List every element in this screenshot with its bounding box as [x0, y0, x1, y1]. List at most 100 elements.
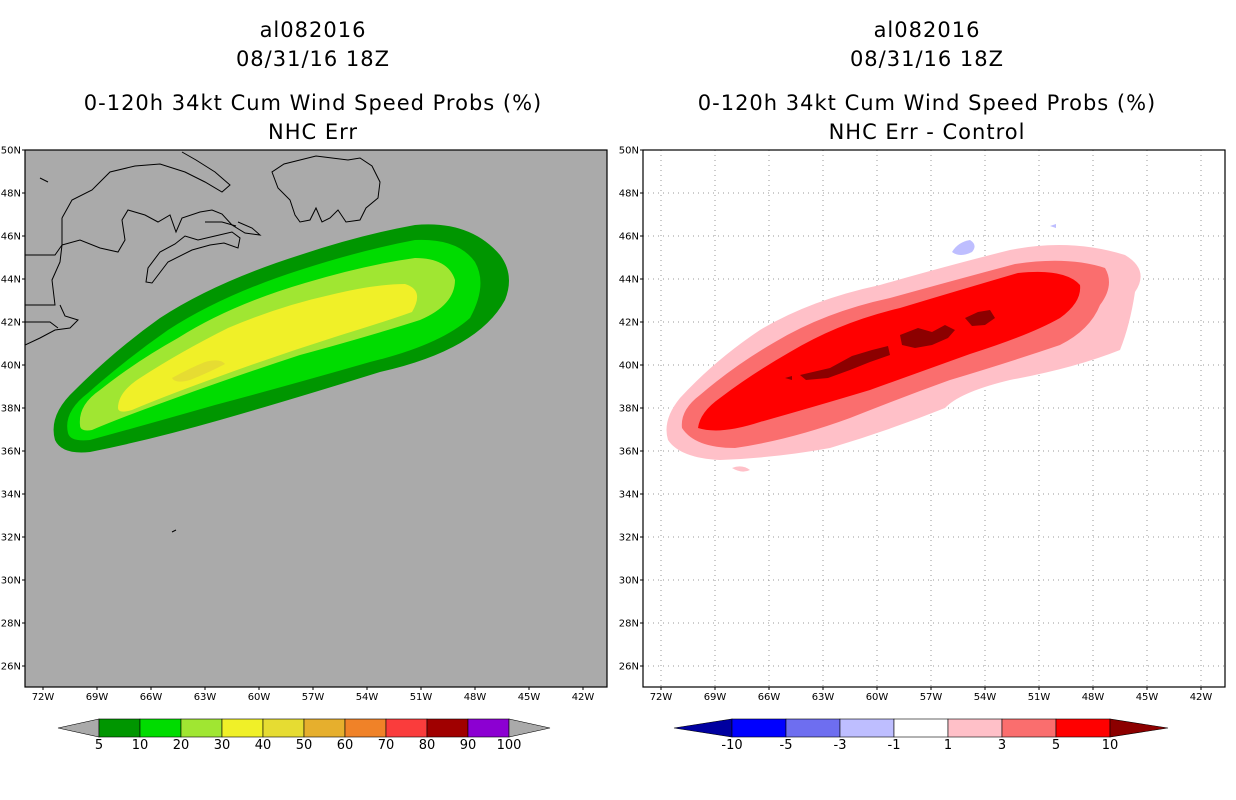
left-colorbar-swatch — [385, 718, 428, 738]
left-colorbar-swatch — [344, 718, 387, 738]
right-lon-label: 45W — [1136, 692, 1159, 703]
right-difference-contours — [666, 224, 1141, 472]
right-lon-label: 57W — [920, 692, 943, 703]
right-lat-label: 30N — [619, 576, 639, 587]
left-storm-id: al082016 — [259, 18, 367, 42]
diff-contour-1-small — [732, 466, 750, 472]
left-colorbar-label: 60 — [337, 738, 354, 753]
left-lat-label: 26N — [1, 662, 21, 673]
right-lat-label: 26N — [619, 662, 639, 673]
right-colorbar-label: 1 — [944, 738, 952, 753]
right-lon-label: 72W — [650, 692, 673, 703]
left-lon-label: 60W — [248, 692, 271, 703]
left-lon-label: 57W — [302, 692, 325, 703]
left-lon-label: 42W — [572, 692, 595, 703]
diff-contour-10-d — [785, 376, 792, 380]
prob-contour-40 — [172, 360, 225, 382]
right-product-title: 0-120h 34kt Cum Wind Speed Probs (%) — [697, 91, 1157, 115]
right-lon-axis: 72W 69W 66W 63W 60W 57W 54W 51W 48W 45W 42W — [650, 687, 1213, 703]
left-colorbar-label: 50 — [296, 738, 313, 753]
left-lon-label: 45W — [518, 692, 541, 703]
right-lat-label: 36N — [619, 447, 639, 458]
right-lon-label: 42W — [1190, 692, 1213, 703]
left-colorbar-label: 10 — [132, 738, 149, 753]
right-lon-label: 48W — [1082, 692, 1105, 703]
left-map-frame — [24, 149, 608, 688]
right-lat-label: 42N — [619, 318, 639, 329]
left-lon-label: 63W — [194, 692, 217, 703]
right-colorbar-swatch — [1001, 718, 1057, 738]
left-datetime: 08/31/16 18Z — [235, 47, 391, 71]
right-lon-label: 54W — [974, 692, 997, 703]
left-lat-label: 36N — [1, 447, 21, 458]
left-map-panel: 50N48N46N44N42N40N38N36N34N32N30N28N26N … — [1, 146, 608, 703]
left-colorbar-swatch — [139, 718, 182, 738]
right-lat-label: 40N — [619, 361, 639, 372]
right-colorbar-swatch — [893, 718, 949, 738]
left-lon-label: 54W — [356, 692, 379, 703]
left-lat-label: 50N — [1, 146, 21, 157]
left-lat-label: 46N — [1, 232, 21, 243]
left-lon-label: 48W — [464, 692, 487, 703]
right-lat-label: 38N — [619, 404, 639, 415]
left-lat-label: 28N — [1, 619, 21, 630]
left-colorbar-swatch — [303, 718, 346, 738]
diff-contour-10-a — [800, 346, 890, 380]
left-colorbar-label: 30 — [214, 738, 231, 753]
right-lat-label: 34N — [619, 490, 639, 501]
right-lat-axis: 50N 48N 46N 44N 42N 40N 38N 36N 34N 32N 30N 28N 26N — [619, 146, 643, 673]
right-lat-label: 28N — [619, 619, 639, 630]
left-lat-label: 34N — [1, 490, 21, 501]
left-colorbar-swatch — [98, 718, 141, 738]
left-product-title: 0-120h 34kt Cum Wind Speed Probs (%) — [83, 91, 543, 115]
right-colorbar-label: 3 — [998, 738, 1006, 753]
right-lat-label: 32N — [619, 533, 639, 544]
prob-contour-30 — [118, 284, 418, 412]
left-colorbar-swatch — [262, 718, 305, 738]
left-lat-label: 48N — [1, 189, 21, 200]
left-colorbar-swatch — [467, 718, 510, 738]
diff-contour-10-b — [900, 325, 955, 348]
left-colorbar-label: 100 — [497, 738, 522, 753]
right-datetime: 08/31/16 18Z — [849, 47, 1005, 71]
left-lon-axis: 72W 69W 66W 63W 60W 57W 54W 51W 48W 45W 42W — [32, 687, 595, 703]
right-lon-label: 69W — [704, 692, 727, 703]
right-lon-label: 60W — [866, 692, 889, 703]
left-lat-axis: 50N 48N 46N 44N 42N 40N 38N 36N 34N 32N 30N 28N 26N — [1, 146, 25, 673]
left-colorbar-label: 70 — [378, 738, 395, 753]
left-colorbar-swatch — [221, 718, 264, 738]
left-colorbar-swatch — [426, 718, 469, 738]
right-lat-label: 46N — [619, 232, 639, 243]
right-colorbar-label: -3 — [834, 738, 847, 753]
right-colorbar-low-arrow — [673, 718, 733, 738]
left-lat-label: 40N — [1, 361, 21, 372]
left-lon-label: 66W — [140, 692, 163, 703]
right-colorbar-label: 10 — [1102, 738, 1119, 753]
right-colorbar-swatch — [947, 718, 1003, 738]
left-lat-label: 32N — [1, 533, 21, 544]
left-colorbar-low-arrow — [57, 718, 100, 738]
left-colorbar-label: 80 — [419, 738, 436, 753]
right-lat-label: 48N — [619, 189, 639, 200]
right-lat-label: 50N — [619, 146, 639, 157]
right-colorbar-label: -1 — [888, 738, 901, 753]
diff-contour-10-c — [965, 310, 995, 326]
right-lon-label: 63W — [812, 692, 835, 703]
left-colorbar: 5 10 20 30 40 50 60 70 80 90 100 — [57, 718, 551, 753]
left-lat-label: 42N — [1, 318, 21, 329]
diff-contour-neg1-small — [1050, 224, 1056, 228]
left-colorbar-label: 90 — [460, 738, 477, 753]
left-lon-label: 69W — [86, 692, 109, 703]
right-colorbar-swatch — [785, 718, 841, 738]
left-lon-label: 51W — [410, 692, 433, 703]
right-colorbar: -10 -5 -3 -1 1 3 5 10 — [673, 718, 1169, 753]
right-colorbar-label: -5 — [780, 738, 793, 753]
left-probability-contours — [53, 224, 509, 453]
left-colorbar-label: 20 — [173, 738, 190, 753]
right-lat-label: 44N — [619, 275, 639, 286]
left-lat-label: 30N — [1, 576, 21, 587]
left-subtitle: NHC Err — [267, 120, 358, 144]
left-colorbar-high-arrow — [508, 718, 551, 738]
right-colorbar-label: -10 — [721, 738, 742, 753]
